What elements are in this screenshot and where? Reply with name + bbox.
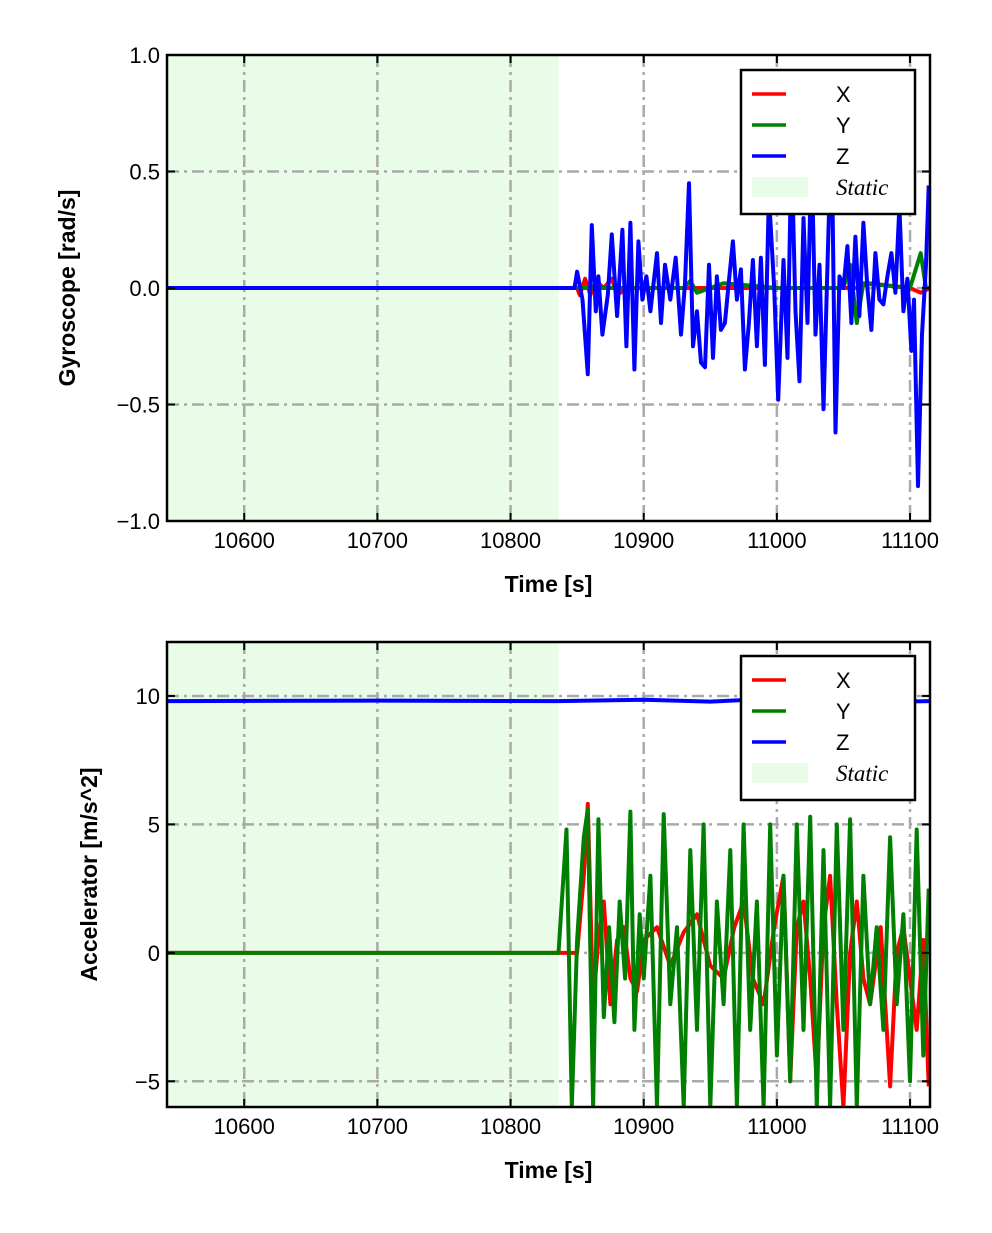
y-tick-label: −1.0 xyxy=(117,509,160,534)
x-tick-label: 11000 xyxy=(747,1114,807,1139)
y-tick-label: −0.5 xyxy=(117,393,160,418)
series-group xyxy=(167,122,930,489)
legend-label: X xyxy=(836,82,851,107)
series-line-z xyxy=(167,122,930,489)
x-tick-label: 10900 xyxy=(613,1114,674,1139)
y-tick-label: −5 xyxy=(135,1069,160,1094)
legend-label: Y xyxy=(836,699,851,724)
legend-swatch-static xyxy=(752,177,808,197)
x-tick-label: 10600 xyxy=(214,1114,275,1139)
y-tick-label: 0.0 xyxy=(129,276,160,301)
legend: XYZ Static xyxy=(739,654,917,802)
panel-gyroscope: 10600 10700 10800 10900 11000 11100 1.0 0.5 0.0 −… xyxy=(54,43,939,597)
axes-frame xyxy=(165,640,932,1109)
y-tick-label: 1.0 xyxy=(129,43,160,68)
x-tick-label: 10700 xyxy=(347,528,408,553)
x-tick-label: 11000 xyxy=(747,528,807,553)
x-tick-label: 10800 xyxy=(480,528,541,553)
panel-accelerometer: 10600 10700 10800 10900 11000 11100 10 5 0 −5 Time… xyxy=(76,640,939,1183)
legend-label: X xyxy=(836,668,851,693)
legend-swatch-static xyxy=(752,763,808,783)
legend-label: Static xyxy=(836,761,888,786)
legend-label: Static xyxy=(836,175,888,200)
legend-label: Z xyxy=(836,144,849,169)
x-axis-label: Time [s] xyxy=(505,1157,593,1183)
y-tick-label: 0.5 xyxy=(129,160,160,185)
x-tick-label: 10900 xyxy=(613,528,674,553)
legend: XYZ Static xyxy=(739,68,917,216)
x-tick-label: 10600 xyxy=(214,528,275,553)
legend-label: Y xyxy=(836,113,851,138)
y-tick-label: 0 xyxy=(148,941,160,966)
x-axis-label: Time [s] xyxy=(505,571,593,597)
y-axis-label: Gyroscope [rad/s] xyxy=(54,190,80,387)
y-tick-label: 10 xyxy=(136,684,160,709)
legend-label: Z xyxy=(836,730,849,755)
x-tick-label: 10700 xyxy=(347,1114,408,1139)
y-axis-label: Accelerator [m/s^2] xyxy=(76,767,102,981)
x-tick-label: 11100 xyxy=(881,528,939,553)
y-tick-label: 5 xyxy=(148,812,160,837)
x-tick-label: 10800 xyxy=(480,1114,541,1139)
x-tick-label: 11100 xyxy=(881,1114,939,1139)
series-line-y xyxy=(167,807,930,1107)
static-region xyxy=(167,642,559,1107)
